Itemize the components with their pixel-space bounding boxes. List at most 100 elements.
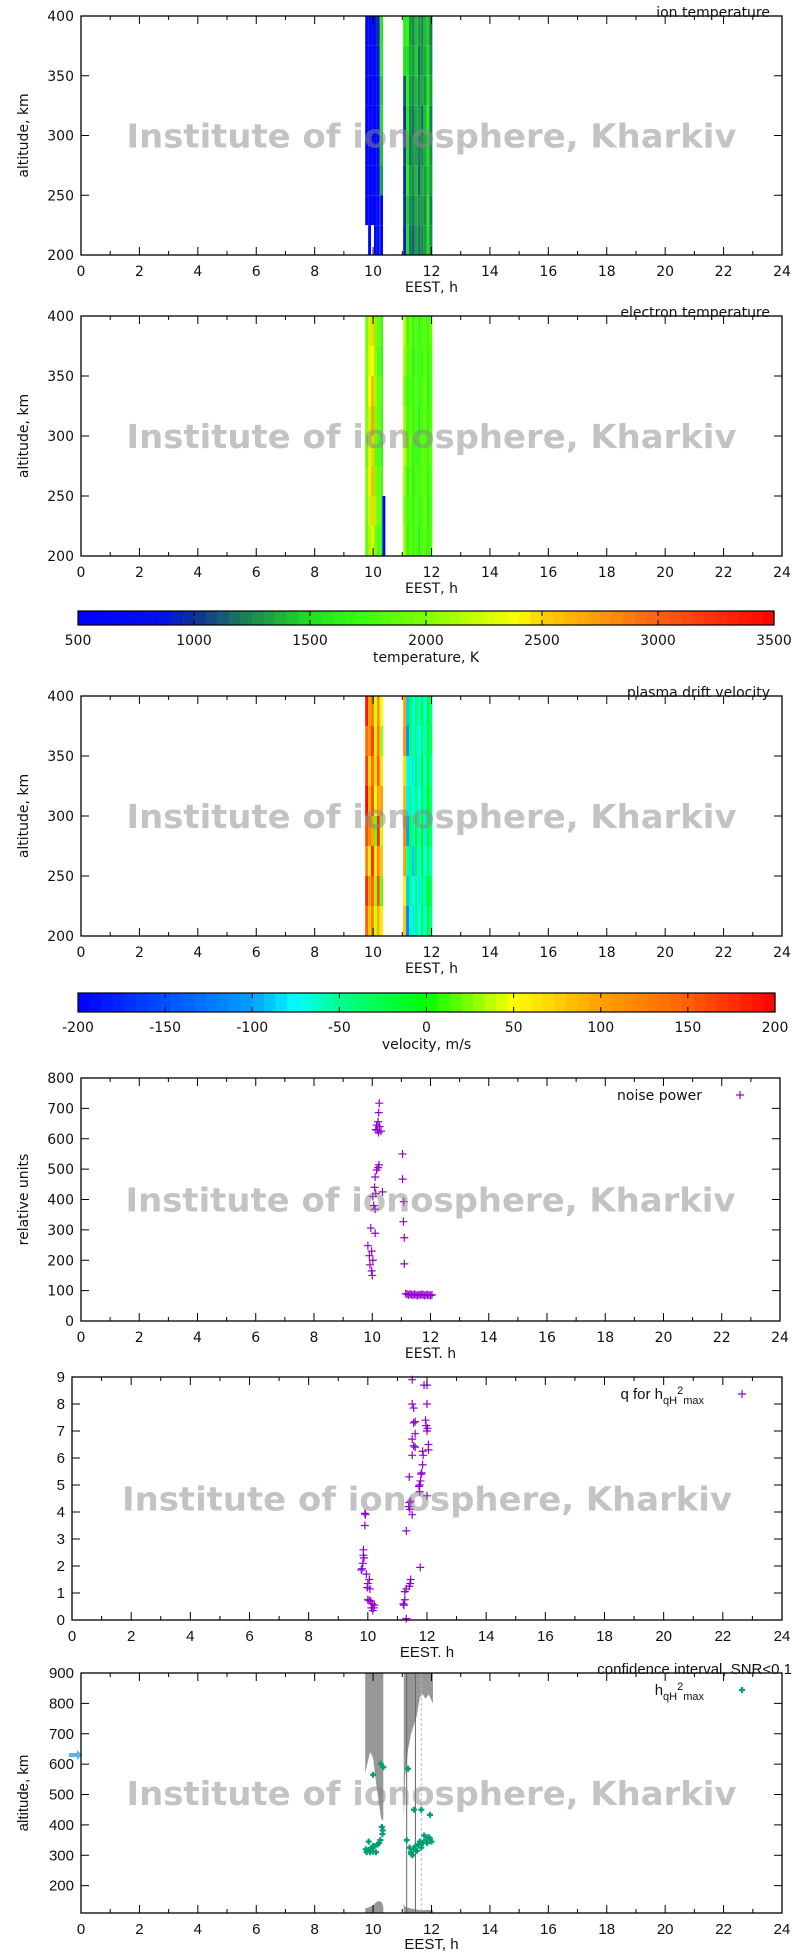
heatmap-cell bbox=[368, 816, 372, 846]
x-tick-label: 16 bbox=[540, 1921, 557, 1938]
heatmap-cell bbox=[420, 165, 424, 196]
x-tick-label: 14 bbox=[481, 565, 499, 581]
colorbar-swatch bbox=[647, 993, 660, 1012]
heatmap-cell bbox=[380, 846, 384, 876]
colorbar-swatch bbox=[252, 611, 265, 625]
heatmap-cell bbox=[365, 16, 369, 46]
heatmap-cell bbox=[403, 816, 407, 846]
x-tick-label: 16 bbox=[537, 1628, 554, 1645]
data-point bbox=[365, 1575, 374, 1584]
heatmap-cell bbox=[409, 526, 412, 556]
heatmap-cell bbox=[403, 376, 407, 406]
data-point bbox=[416, 1563, 425, 1572]
heatmap-cell bbox=[371, 195, 374, 226]
heatmap-cell bbox=[371, 496, 374, 526]
heatmap-cell bbox=[380, 436, 384, 466]
heatmap-cell bbox=[417, 756, 421, 786]
heatmap-cell bbox=[411, 846, 415, 876]
x-tick-label: 22 bbox=[713, 1330, 731, 1346]
heatmap-cell bbox=[414, 816, 418, 846]
y-tick-label: 200 bbox=[49, 1878, 74, 1895]
y-tick-label: 7 bbox=[57, 1423, 65, 1440]
y-tick-label: 2 bbox=[57, 1558, 65, 1575]
heatmap-cell bbox=[426, 846, 430, 876]
y-tick-label: 100 bbox=[47, 1284, 74, 1300]
colorbar-swatch bbox=[588, 611, 601, 625]
colorbar-swatch bbox=[391, 611, 404, 625]
heatmap-cell bbox=[426, 346, 430, 376]
data-point bbox=[400, 1595, 409, 1604]
heatmap-cell bbox=[426, 195, 430, 226]
heatmap-cell bbox=[373, 105, 377, 136]
heatmap-cell bbox=[429, 726, 433, 756]
heatmap-cell bbox=[429, 195, 433, 226]
heatmap-cell bbox=[426, 45, 430, 76]
heatmap-cell bbox=[373, 756, 377, 786]
colorbar-tick-label: 150 bbox=[675, 1020, 702, 1036]
y-axis-label: altitude, km bbox=[16, 394, 32, 478]
heatmap-cell bbox=[368, 526, 372, 556]
x-tick-label: 20 bbox=[656, 945, 674, 961]
heatmap-cell bbox=[420, 225, 424, 255]
heatmap-cell bbox=[417, 526, 421, 556]
heatmap-cell bbox=[423, 756, 427, 786]
plot-data bbox=[357, 1375, 433, 1623]
heatmap-cell bbox=[411, 786, 415, 816]
heatmap-cell bbox=[380, 496, 384, 526]
colorbar-swatch bbox=[356, 993, 370, 1012]
data-point bbox=[427, 1811, 434, 1818]
x-tick-label: 24 bbox=[773, 945, 791, 961]
y-tick-label: 200 bbox=[47, 1253, 74, 1269]
x-axis-label: EEST. h bbox=[400, 1644, 454, 1661]
colorbar-swatch bbox=[600, 611, 613, 625]
colorbar-swatch bbox=[600, 993, 613, 1012]
heatmap-cell bbox=[414, 75, 418, 106]
heatmap-cell bbox=[373, 346, 377, 376]
data-point bbox=[411, 1443, 420, 1452]
colorbar-swatch bbox=[112, 611, 125, 625]
heatmap-cell bbox=[380, 466, 384, 496]
colorbar-swatch bbox=[716, 993, 730, 1012]
x-tick-label: 14 bbox=[481, 264, 499, 280]
data-point bbox=[408, 1850, 415, 1857]
heatmap-cell bbox=[414, 726, 418, 756]
colorbar-swatch bbox=[750, 611, 763, 625]
y-tick-label: 500 bbox=[49, 1787, 74, 1804]
heatmap-cell bbox=[365, 876, 369, 906]
colorbar-swatch bbox=[414, 993, 428, 1012]
heatmap-cell bbox=[423, 696, 427, 726]
heatmap-cell bbox=[365, 756, 369, 786]
heatmap-cell bbox=[411, 816, 415, 846]
heatmap-cell bbox=[368, 696, 372, 726]
heatmap-cell bbox=[417, 45, 421, 76]
heatmap-cell bbox=[420, 876, 424, 906]
heatmap-cell bbox=[409, 346, 412, 376]
heatmap-cell bbox=[429, 756, 433, 786]
heatmap-cell bbox=[403, 225, 407, 255]
confidence-interval-upper bbox=[365, 1673, 384, 1821]
x-tick-label: 10 bbox=[359, 1628, 376, 1645]
heatmap-cell bbox=[417, 75, 421, 106]
heatmap-cell bbox=[403, 526, 407, 556]
y-tick-label: 300 bbox=[47, 1223, 74, 1239]
heatmap-cell bbox=[380, 16, 384, 46]
x-tick-label: 4 bbox=[194, 1921, 202, 1938]
data-point bbox=[400, 1587, 409, 1596]
heatmap-cell bbox=[371, 526, 374, 556]
heatmap-cell bbox=[423, 16, 427, 46]
data-point bbox=[427, 1290, 436, 1299]
x-tick-label: 18 bbox=[596, 1628, 613, 1645]
heatmap-cell bbox=[414, 376, 418, 406]
x-tick-label: 10 bbox=[363, 1330, 381, 1346]
x-tick-label: 0 bbox=[77, 945, 86, 961]
colorbar-swatch bbox=[740, 993, 753, 1012]
heatmap-cell bbox=[368, 195, 372, 226]
heatmap-cell bbox=[406, 526, 410, 556]
heatmap-cell bbox=[409, 105, 412, 136]
heatmap-cell bbox=[420, 846, 424, 876]
heatmap-cell bbox=[371, 846, 374, 876]
y-tick-label: 700 bbox=[47, 1101, 74, 1117]
x-tick-label: 2 bbox=[135, 1921, 143, 1938]
